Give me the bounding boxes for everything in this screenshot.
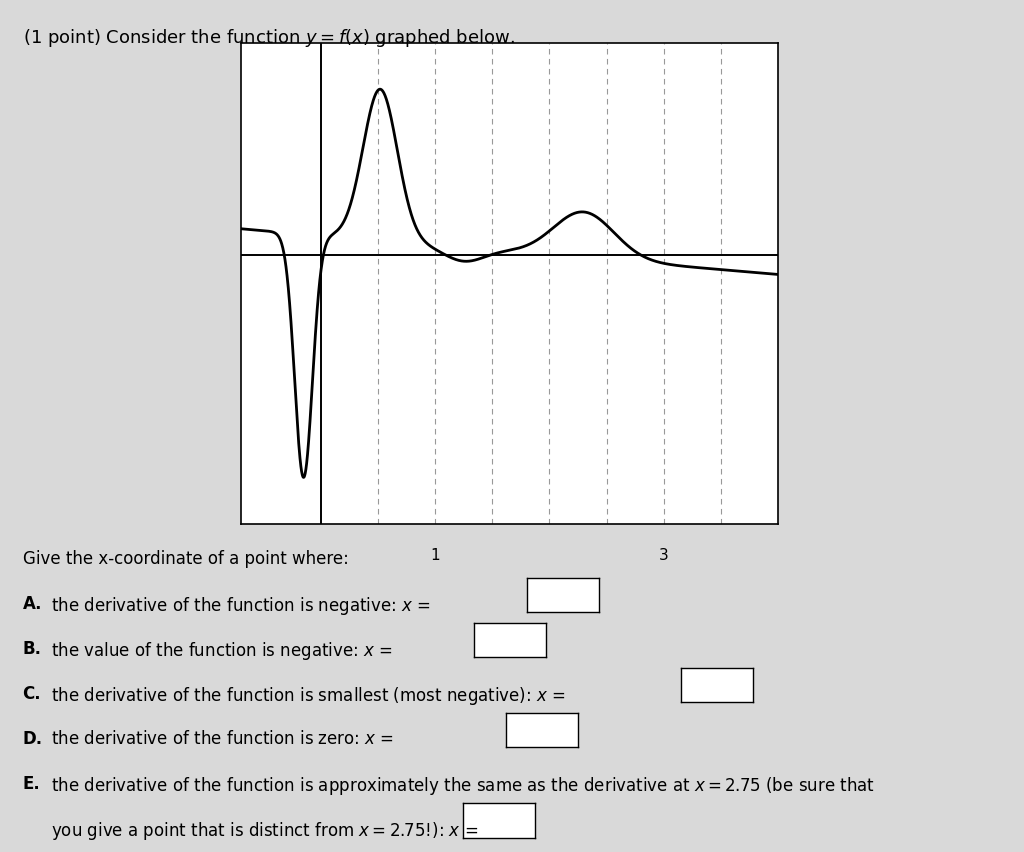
Text: E.: E. xyxy=(23,775,40,793)
Text: the derivative of the function is zero: $x$ =: the derivative of the function is zero: … xyxy=(51,730,394,748)
Text: the derivative of the function is approximately the same as the derivative at $x: the derivative of the function is approx… xyxy=(51,775,876,797)
Text: C.: C. xyxy=(23,685,41,703)
Text: Give the x-coordinate of a point where:: Give the x-coordinate of a point where: xyxy=(23,550,348,567)
Text: B.: B. xyxy=(23,640,42,658)
Text: the derivative of the function is negative: $x$ =: the derivative of the function is negati… xyxy=(51,595,431,617)
Text: D.: D. xyxy=(23,730,43,748)
Text: 3: 3 xyxy=(659,548,669,563)
Text: the derivative of the function is smallest (most negative): $x$ =: the derivative of the function is smalle… xyxy=(51,685,566,707)
Text: (1 point) Consider the function $y = f(x)$ graphed below.: (1 point) Consider the function $y = f(x… xyxy=(23,27,514,49)
Text: 1: 1 xyxy=(430,548,440,563)
Text: the value of the function is negative: $x$ =: the value of the function is negative: $… xyxy=(51,640,393,662)
Text: you give a point that is distinct from $x = 2.75$!): $x$ =: you give a point that is distinct from $… xyxy=(51,820,478,843)
Text: A.: A. xyxy=(23,595,42,613)
